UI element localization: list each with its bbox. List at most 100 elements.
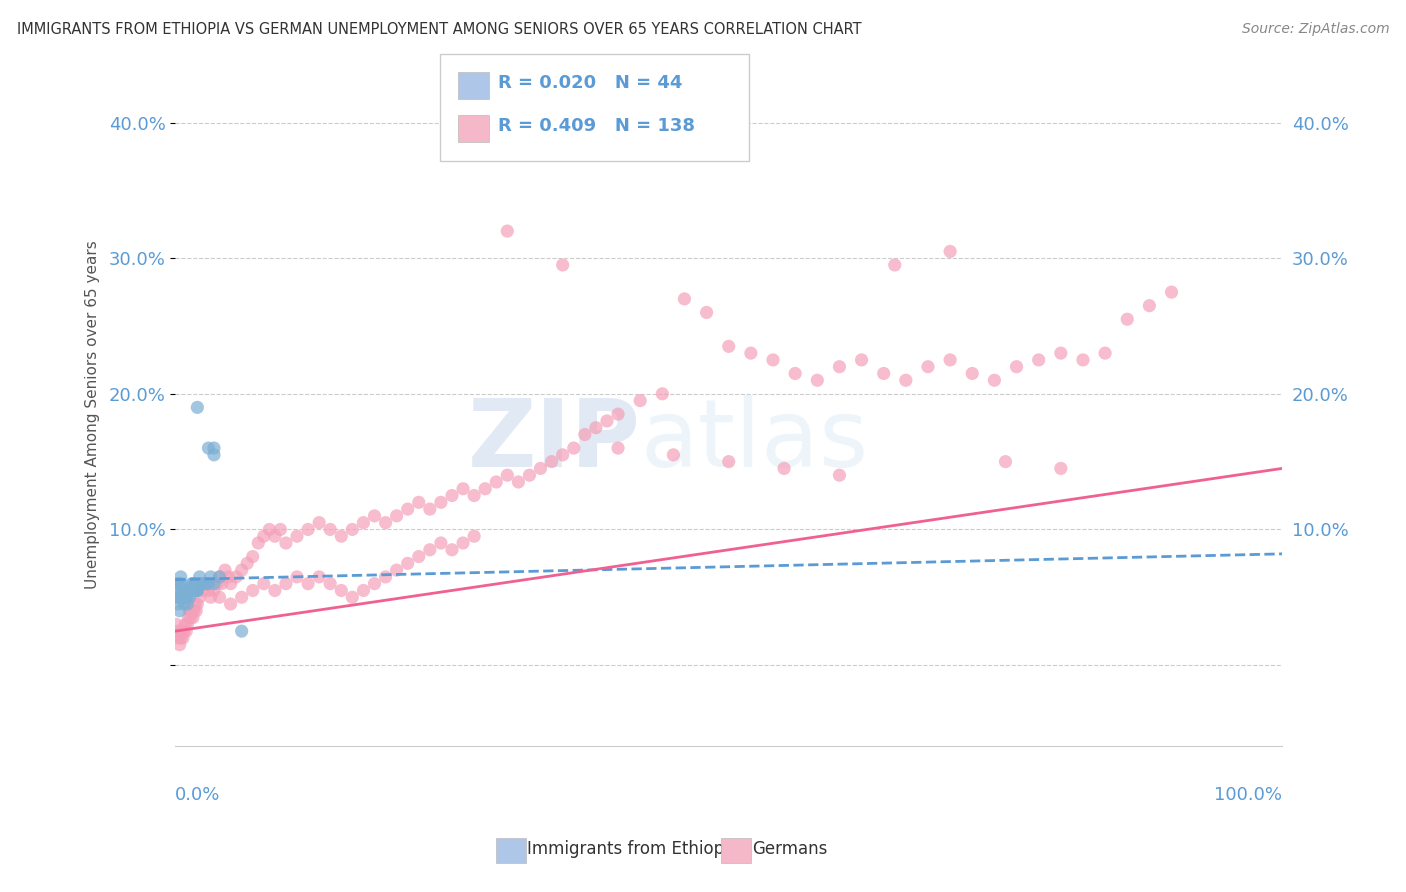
Point	[1028, 352, 1050, 367]
Point	[214, 563, 236, 577]
Point	[225, 570, 247, 584]
Point	[485, 475, 508, 489]
Point	[186, 583, 208, 598]
Point	[962, 367, 984, 381]
Point	[211, 576, 233, 591]
Point	[330, 529, 353, 543]
Point	[259, 523, 281, 537]
Point	[717, 455, 740, 469]
Point	[474, 482, 496, 496]
Point	[184, 576, 207, 591]
Point	[197, 441, 219, 455]
Point	[176, 591, 198, 605]
Point	[440, 489, 463, 503]
Point	[894, 373, 917, 387]
Point	[180, 583, 202, 598]
Point	[197, 576, 219, 591]
Point	[496, 468, 519, 483]
Point	[352, 516, 374, 530]
Point	[1094, 346, 1116, 360]
Point	[181, 610, 204, 624]
Text: atlas: atlas	[640, 395, 869, 487]
Text: Source: ZipAtlas.com: Source: ZipAtlas.com	[1241, 22, 1389, 37]
Point	[1160, 285, 1182, 299]
Point	[994, 455, 1017, 469]
Point	[191, 576, 214, 591]
Point	[166, 576, 188, 591]
Point	[177, 610, 200, 624]
Point	[762, 352, 785, 367]
Text: IMMIGRANTS FROM ETHIOPIA VS GERMAN UNEMPLOYMENT AMONG SENIORS OVER 65 YEARS CORR: IMMIGRANTS FROM ETHIOPIA VS GERMAN UNEMP…	[17, 22, 862, 37]
Point	[247, 536, 270, 550]
Point	[186, 583, 208, 598]
Point	[231, 591, 253, 605]
Point	[297, 576, 319, 591]
Point	[180, 604, 202, 618]
Point	[419, 502, 441, 516]
Point	[596, 414, 619, 428]
Point	[396, 502, 419, 516]
Point	[184, 597, 207, 611]
Point	[917, 359, 939, 374]
Point	[177, 583, 200, 598]
Point	[183, 604, 205, 618]
Point	[430, 495, 453, 509]
Point	[396, 557, 419, 571]
Point	[551, 448, 574, 462]
Point	[451, 482, 474, 496]
Point	[607, 407, 630, 421]
Point	[208, 570, 231, 584]
Point	[165, 591, 187, 605]
Point	[179, 591, 201, 605]
Point	[174, 617, 197, 632]
Point	[519, 468, 541, 483]
Point	[188, 576, 211, 591]
Point	[202, 448, 225, 462]
Point	[202, 441, 225, 455]
Point	[408, 495, 430, 509]
Point	[342, 523, 364, 537]
Point	[181, 576, 204, 591]
Point	[172, 583, 194, 598]
Point	[319, 523, 342, 537]
Point	[363, 576, 385, 591]
Point	[169, 604, 191, 618]
Point	[269, 523, 291, 537]
Point	[179, 604, 201, 618]
Point	[170, 624, 193, 639]
Point	[167, 583, 190, 598]
Point	[740, 346, 762, 360]
Point	[202, 583, 225, 598]
Point	[202, 576, 225, 591]
Point	[1049, 461, 1071, 475]
Point	[169, 576, 191, 591]
Point	[308, 516, 330, 530]
Point	[308, 570, 330, 584]
Point	[200, 591, 222, 605]
Point	[242, 583, 264, 598]
Point	[274, 576, 297, 591]
Point	[173, 624, 195, 639]
Point	[186, 604, 208, 618]
Point	[607, 441, 630, 455]
Point	[173, 597, 195, 611]
Point	[169, 638, 191, 652]
Point	[385, 508, 408, 523]
Point	[696, 305, 718, 319]
Point	[662, 448, 685, 462]
Point	[174, 591, 197, 605]
Point	[186, 597, 208, 611]
Point	[208, 591, 231, 605]
Point	[1049, 346, 1071, 360]
Point	[285, 529, 308, 543]
Point	[1005, 359, 1028, 374]
Point	[217, 570, 239, 584]
Point	[463, 529, 485, 543]
Point	[330, 583, 353, 598]
Point	[628, 393, 651, 408]
Text: ZIP: ZIP	[467, 395, 640, 487]
Point	[828, 468, 851, 483]
Point	[430, 536, 453, 550]
Point	[166, 624, 188, 639]
Point	[191, 576, 214, 591]
